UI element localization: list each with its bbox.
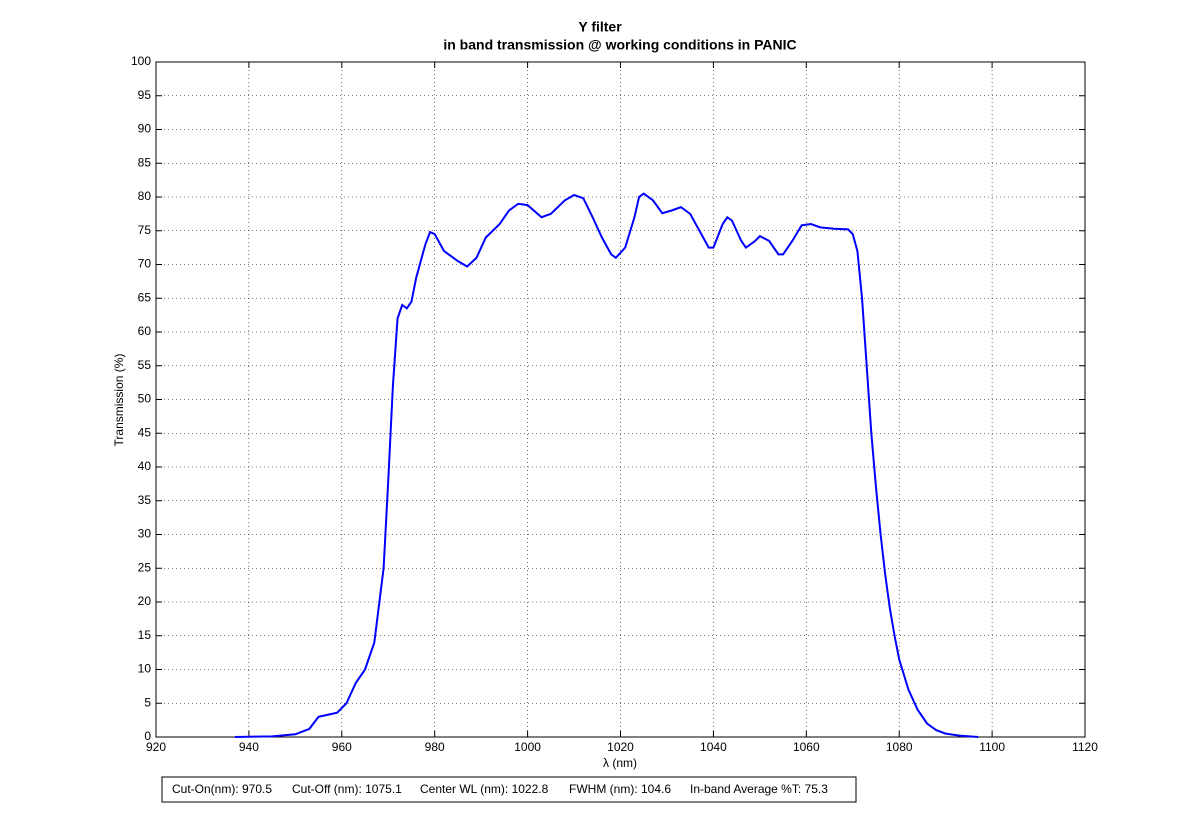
y-tick-label: 60: [138, 324, 152, 338]
y-tick-label: 0: [144, 729, 151, 743]
x-tick-label: 1060: [793, 740, 820, 754]
x-tick-label: 940: [239, 740, 259, 754]
x-tick-label: 1020: [607, 740, 634, 754]
y-tick-label: 15: [138, 628, 152, 642]
annotation: Cut-Off (nm): 1075.1: [292, 782, 402, 796]
y-tick-label: 45: [138, 425, 152, 439]
x-tick-label: 1000: [514, 740, 541, 754]
annotation: FWHM (nm): 104.6: [569, 782, 671, 796]
x-tick-label: 980: [425, 740, 445, 754]
y-tick-label: 65: [138, 290, 152, 304]
x-tick-label: 1120: [1072, 740, 1098, 754]
annotation-box: [161, 776, 857, 803]
y-tick-label: 85: [138, 155, 152, 169]
y-tick-label: 20: [138, 594, 152, 608]
y-tick-label: 100: [131, 54, 151, 68]
y-tick-label: 35: [138, 493, 152, 507]
y-tick-label: 95: [138, 88, 152, 102]
annotation: Cut-On(nm): 970.5: [172, 782, 272, 796]
x-tick-label: 1080: [886, 740, 913, 754]
y-tick-label: 5: [144, 695, 151, 709]
y-axis-label: Transmission (%): [112, 354, 126, 447]
plot-frame: [155, 61, 1086, 738]
x-tick-label: 1100: [979, 740, 1005, 754]
y-tick-label: 25: [138, 560, 152, 574]
annotation: Center WL (nm): 1022.8: [420, 782, 549, 796]
chart-subtitle: in band transmission @ working condition…: [443, 37, 796, 53]
x-axis-label: λ (nm): [603, 756, 637, 770]
y-tick-label: 75: [138, 223, 152, 237]
y-tick-label: 70: [138, 257, 152, 271]
x-tick-label: 960: [332, 740, 352, 754]
y-tick-label: 50: [138, 392, 152, 406]
y-tick-label: 40: [138, 459, 152, 473]
chart-title: Y filter: [578, 19, 622, 35]
annotation: In-band Average %T: 75.3: [690, 782, 828, 796]
y-tick-label: 10: [138, 662, 152, 676]
y-tick-label: 90: [138, 122, 152, 136]
y-tick-label: 30: [138, 527, 152, 541]
data-line: [234, 192, 979, 738]
x-tick-label: 1040: [700, 740, 727, 754]
x-tick-label: 920: [146, 740, 166, 754]
y-tick-label: 80: [138, 189, 152, 203]
y-tick-label: 55: [138, 358, 152, 372]
